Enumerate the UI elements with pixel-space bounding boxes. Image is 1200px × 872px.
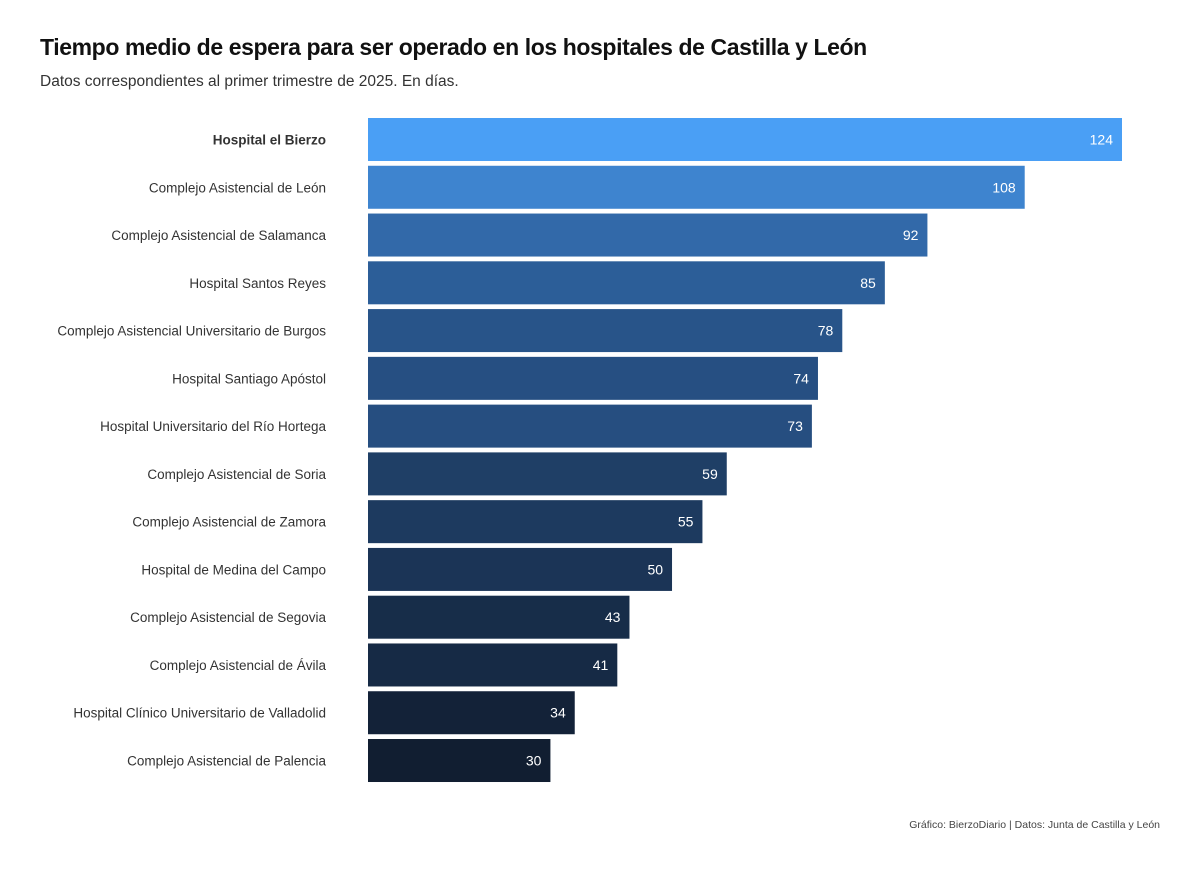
category-label: Complejo Asistencial de Zamora [132,515,326,530]
value-label: 41 [593,657,609,673]
value-label: 43 [605,609,621,625]
category-label: Complejo Asistencial de Palencia [127,754,326,769]
source-caption: Gráfico: BierzoDiario | Datos: Junta de … [909,819,1160,831]
value-label: 85 [860,275,876,291]
chart-title: Tiempo medio de espera para ser operado … [40,34,867,60]
category-label: Complejo Asistencial de Salamanca [111,228,326,243]
value-label: 30 [526,753,542,769]
category-label: Hospital de Medina del Campo [141,562,326,577]
category-label: Complejo Asistencial de Ávila [150,658,327,673]
value-label: 50 [647,561,663,577]
bar [368,309,843,353]
chart-subtitle: Datos correspondientes al primer trimest… [40,73,459,90]
category-label: Complejo Asistencial de León [149,180,326,195]
category-label: Hospital el Bierzo [213,133,326,148]
bar [368,643,618,687]
bar [368,547,673,591]
bar [368,404,812,448]
bar [368,691,575,735]
category-label: Complejo Asistencial Universitario de Bu… [57,324,326,339]
value-label: 59 [702,466,718,482]
category-label: Complejo Asistencial de Segovia [130,610,326,625]
bar [368,452,727,496]
category-label: Hospital Santos Reyes [189,276,326,291]
value-label: 78 [818,323,834,339]
bar [368,739,551,783]
bar [368,500,703,544]
value-label: 34 [550,705,566,721]
category-label: Hospital Clínico Universitario de Vallad… [73,706,326,721]
bar [368,261,885,305]
value-label: 55 [678,514,694,530]
value-label: 74 [793,370,809,386]
bar [368,595,630,639]
value-label: 124 [1090,132,1114,148]
value-label: 73 [787,418,803,434]
bar [368,213,928,257]
category-label: Hospital Santiago Apóstol [172,371,326,386]
category-label: Hospital Universitario del Río Hortega [100,419,326,434]
bar [368,118,1122,161]
category-label: Complejo Asistencial de Soria [147,467,326,482]
bar [368,356,818,400]
value-label: 108 [992,179,1016,195]
bar [368,165,1025,209]
value-label: 92 [903,227,919,243]
